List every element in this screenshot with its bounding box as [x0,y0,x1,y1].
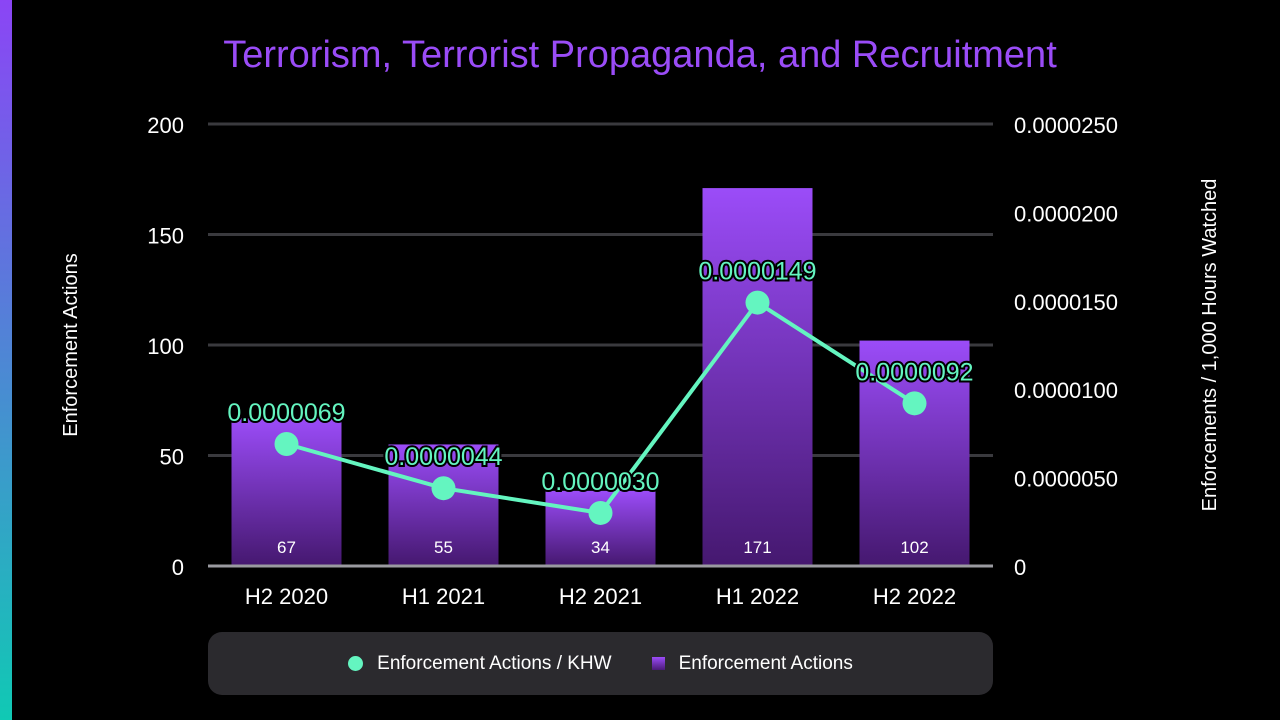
y-tick-label: 150 [147,224,184,249]
line-point [745,290,770,315]
y-tick-label: 0 [172,555,184,580]
y-tick-label: 50 [160,445,184,470]
y2-tick-label: 0 [1014,555,1026,580]
line-value-label: 0.0000069 [227,399,345,427]
legend-item-bar: Enforcement Actions [651,652,853,675]
x-tick-label: H1 2022 [716,584,799,609]
line-point [588,500,613,525]
y-tick-label: 200 [147,113,184,138]
line-point [431,476,456,501]
x-tick-label: H2 2022 [873,584,956,609]
legend-item-line: Enforcement Actions / KHW [348,652,612,675]
line-value-label: 0.0000149 [698,258,816,286]
y2-axis-label: Enforcements / 1,000 Hours Watched [1199,179,1221,512]
y2-tick-label: 0.0000050 [1014,467,1118,492]
x-tick-label: H2 2020 [245,584,328,609]
bar-value-label: 34 [591,538,610,557]
y-axis-label: Enforcement Actions [60,253,82,436]
legend: Enforcement Actions / KHW Enforcement Ac… [208,632,993,695]
bar-value-label: 171 [743,538,771,557]
x-tick-label: H1 2021 [402,584,485,609]
bar [702,188,813,566]
legend-square-icon [651,657,665,670]
line-point [902,391,927,416]
x-tick-label: H2 2021 [559,584,642,609]
y-tick-label: 100 [147,334,184,359]
line-value-label: 0.0000030 [541,468,659,496]
y2-tick-label: 0.0000250 [1014,113,1118,138]
line-value-label: 0.0000092 [855,358,973,386]
bar-value-label: 55 [434,538,453,557]
y2-tick-label: 0.0000150 [1014,290,1118,315]
chart-title: Terrorism, Terrorist Propaganda, and Rec… [223,34,1057,76]
legend-label: Enforcement Actions [678,652,853,674]
line-value-label: 0.0000044 [384,443,502,471]
legend-label: Enforcement Actions / KHW [377,652,612,674]
line-point [274,432,299,457]
legend-dot-icon [348,656,364,671]
bar-value-label: 67 [277,538,296,557]
accent-stripe [0,0,12,720]
y2-tick-label: 0.0000100 [1014,378,1118,403]
y2-tick-label: 0.0000200 [1014,201,1118,226]
bar-value-label: 102 [900,538,928,557]
bar [388,444,499,566]
